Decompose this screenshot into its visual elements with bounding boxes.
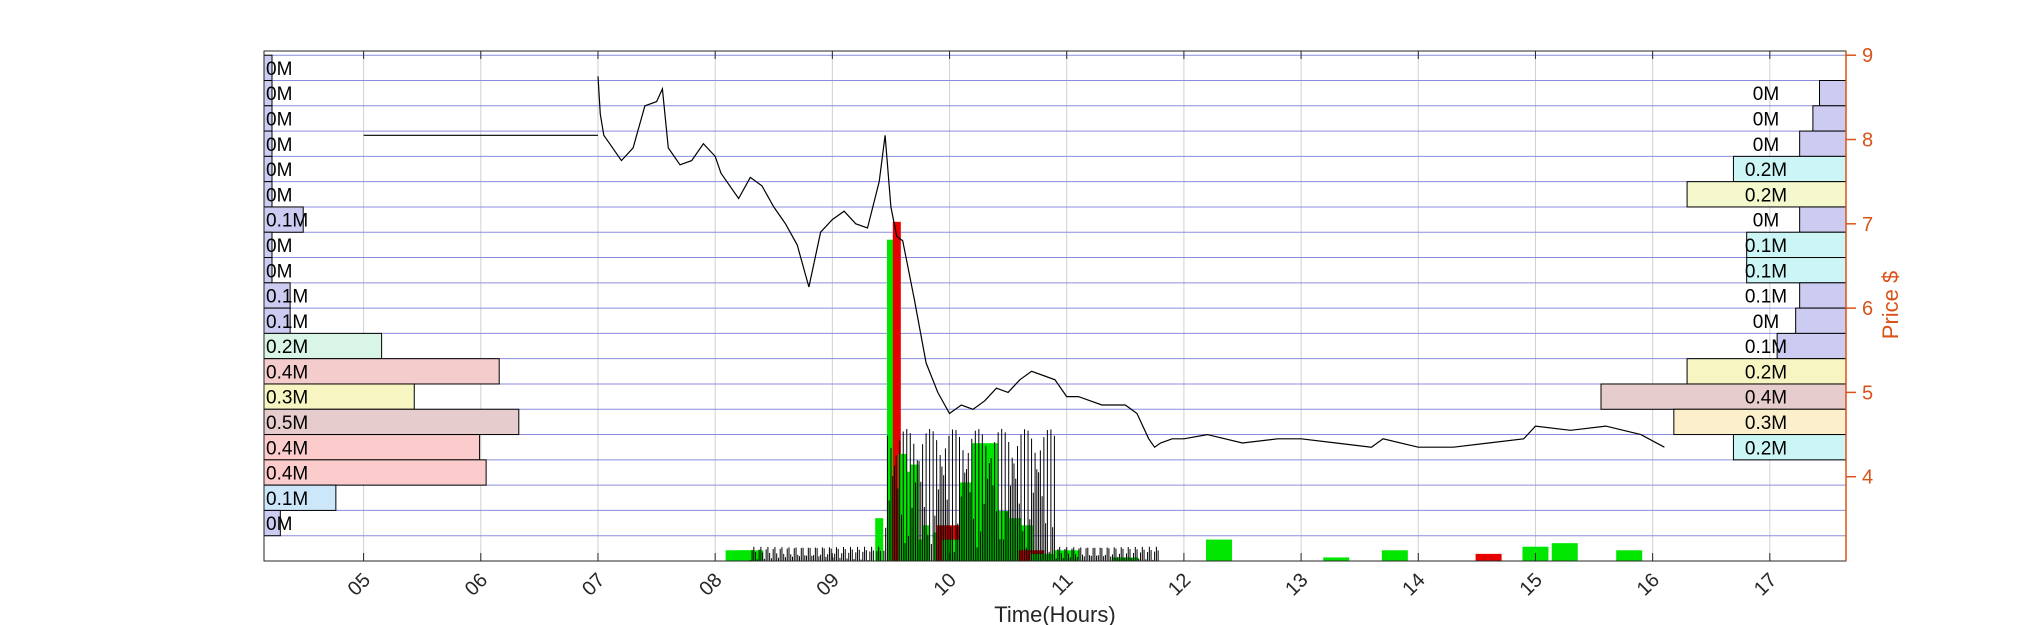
x-tick-label: 12: [1164, 569, 1195, 600]
volume-bar: [910, 464, 919, 561]
volume-bar: [1112, 557, 1139, 561]
volume-bar: [892, 221, 901, 561]
volume-profile-left-bar: [263, 206, 304, 233]
volume-profile-left-label: 0M: [266, 236, 292, 257]
volume-profile-right-bar: [1746, 231, 1847, 259]
volume-profile-left-bar: [263, 484, 337, 511]
volume-profile-left-label: 0.1M: [266, 287, 308, 308]
volume-profile-right-bar: [1776, 332, 1847, 360]
y-tick-label: 8: [1862, 130, 1873, 152]
x-tick-label: 13: [1281, 569, 1312, 600]
volume-profile-left-label: 0.3M: [266, 388, 308, 409]
volume-profile-left-label: 0.4M: [266, 464, 308, 485]
volume-bar: [886, 239, 895, 561]
volume-bar: [904, 471, 913, 561]
volume-profile-right-label: 0.2M: [1745, 185, 1787, 206]
volume-profile-left-label: 0.5M: [266, 413, 308, 434]
volume-profile-right-bar: [1600, 383, 1847, 410]
volume-bar: [1616, 550, 1643, 561]
volume-profile-right-bar: [1799, 282, 1847, 309]
volume-bar: [737, 550, 764, 561]
x-tick-label: 11: [1047, 570, 1077, 600]
y-tick-label: 5: [1862, 382, 1873, 404]
y-tick-label: 7: [1862, 214, 1873, 236]
volume-profile-right-label: 0.1M: [1745, 261, 1787, 282]
volume-profile-left-label: 0M: [266, 514, 292, 535]
volume-profile-right-label: 0.2M: [1745, 362, 1787, 383]
volume-profile-right-bar: [1799, 206, 1847, 233]
volume-profile-right-label: 0M: [1753, 84, 1779, 105]
volume-profile-left-label: 0M: [266, 59, 292, 80]
volume-profile-right-bar: [1686, 181, 1847, 208]
volume-profile-right-bar: [1732, 434, 1847, 461]
price-line: [597, 76, 1665, 449]
volume-profile-right-label: 0.4M: [1745, 388, 1787, 409]
volume-profile-right-bar: [1799, 130, 1847, 157]
volume-profile-right-label: 0M: [1753, 135, 1779, 156]
x-tick-label: 15: [1516, 569, 1547, 600]
volume-profile-right-label: 0.2M: [1745, 438, 1787, 459]
y-tick-label: 6: [1862, 298, 1873, 320]
x-tick-label: 07: [578, 569, 609, 600]
volume-profile-right-bar: [1795, 307, 1847, 334]
volume-bar: [1206, 539, 1233, 561]
x-tick-label: 17: [1750, 569, 1781, 600]
x-tick-label: 09: [812, 569, 843, 600]
volume-bar: [916, 539, 925, 561]
volume-profile-left-label: 0.1M: [266, 211, 308, 232]
volume-profile-left-label: 0M: [266, 84, 292, 105]
x-tick-label: 05: [344, 569, 375, 600]
volume-bar: [1381, 550, 1408, 561]
volume-profile-left-label: 0.4M: [266, 362, 308, 383]
volume-profile-left-label: 0.2M: [266, 337, 308, 358]
volume-profile-left: 0M 0M 0M 0M 0M 0M 0.1M 0M 0M 0.1M 0.1M 0.2M 0.4M 0.3M…: [263, 54, 520, 537]
x-tick-label: 16: [1633, 569, 1664, 600]
volume-bar: [875, 518, 884, 561]
x-tick-label: 08: [695, 569, 726, 600]
plot-background: [264, 51, 1846, 561]
volume-profile-right-bar: [1746, 257, 1847, 284]
volume-profile-right-label: 0.2M: [1745, 160, 1787, 181]
volume-profile-right-label: 0M: [1753, 110, 1779, 131]
volume-profile-left-bar: [263, 282, 291, 309]
volume-profile-left-label: 0M: [266, 135, 292, 156]
volume-bar: [1323, 557, 1350, 561]
y-tick-label: 4: [1862, 467, 1873, 489]
volume-profile-right-label: 0.1M: [1745, 337, 1787, 358]
volume-bar: [1475, 553, 1502, 561]
volume-profile-left-label: 0.1M: [266, 489, 308, 510]
volume-profile-right-label: 0.3M: [1745, 413, 1787, 434]
price-axis: 4 5 6 7 8 9: [1845, 45, 1873, 561]
price-axis-label: Price $: [1878, 271, 1903, 339]
volume-profile-right-label: 0.1M: [1745, 236, 1787, 257]
volume-profile-left-label: 0M: [266, 261, 292, 282]
volume-profile-right-label: 0M: [1753, 312, 1779, 333]
volume-bar: [898, 453, 907, 561]
x-tick-label: 10: [930, 569, 961, 600]
y-tick-label: 9: [1862, 45, 1873, 67]
volume-profile-left-label: 0.1M: [266, 312, 308, 333]
volume-bar: [1030, 553, 1057, 561]
x-tick-label: 14: [1398, 569, 1429, 600]
volume-profile-left-label: 0M: [266, 185, 292, 206]
grid: [264, 51, 1846, 562]
volume-profile-right-bar: [1819, 80, 1847, 107]
volume-profile-left-bar: [263, 434, 481, 461]
volume-profile-left-label: 0M: [266, 160, 292, 181]
volume-bar: [1551, 543, 1578, 561]
volume-profile-right-label: 0M: [1753, 211, 1779, 232]
volume-profile-right-bar: [1812, 105, 1847, 132]
price-series: [363, 76, 1665, 449]
volume-profile-left-label: 0.4M: [266, 438, 308, 459]
volume-profile-left-bar: [263, 459, 487, 486]
x-tick-label: 06: [461, 569, 492, 600]
volume-bars: [725, 221, 1643, 561]
volume-profile-left-label: 0M: [266, 110, 292, 131]
volume-profile-right-label: 0.1M: [1745, 287, 1787, 308]
x-axis-label: Time(Hours): [994, 602, 1115, 625]
